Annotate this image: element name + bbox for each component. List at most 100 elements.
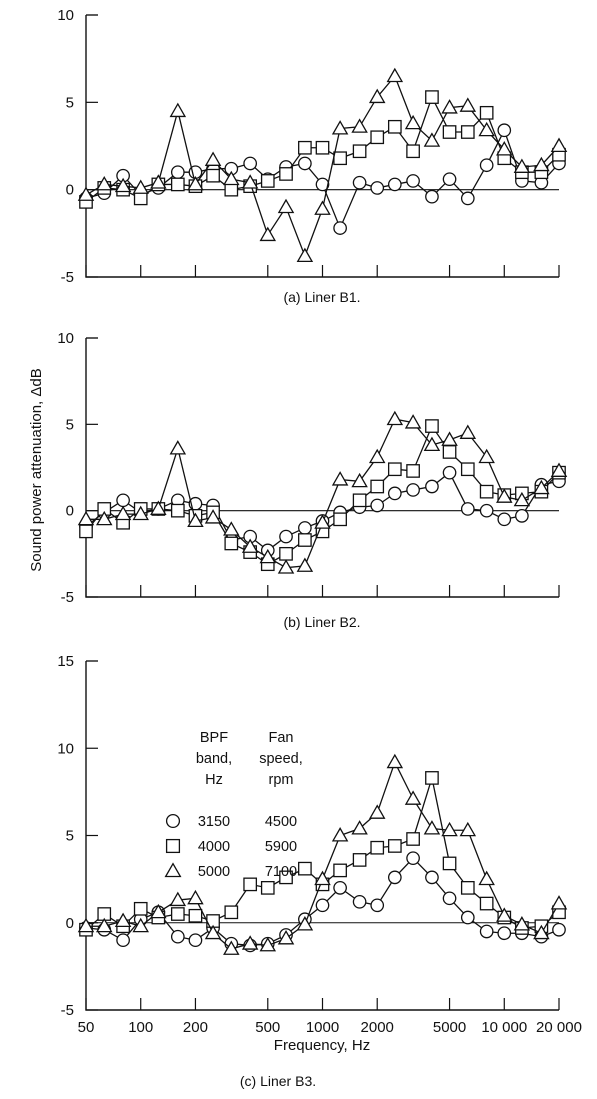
data-point-square — [279, 167, 293, 181]
data-point-square — [370, 840, 385, 855]
data-point-triangle — [441, 821, 458, 837]
data-point-triangle — [77, 510, 95, 526]
data-point-square — [479, 105, 494, 120]
legend-bpf-value: 5000 — [198, 864, 230, 880]
data-point-circle — [460, 910, 475, 925]
data-point-triangle — [386, 67, 404, 83]
data-point-circle — [333, 880, 347, 895]
data-point-triangle — [368, 448, 386, 464]
data-point-square — [298, 533, 312, 547]
data-point-square — [206, 168, 220, 183]
data-point-circle — [333, 221, 347, 235]
data-point-square — [406, 832, 420, 846]
legend-header-speed: rpm — [269, 772, 294, 788]
data-point-triangle — [114, 177, 132, 193]
data-point-triangle — [77, 186, 95, 201]
legend-header-speed: speed, — [259, 751, 303, 767]
data-point-square — [406, 144, 420, 159]
data-point-triangle — [259, 226, 277, 242]
data-point-triangle — [386, 753, 404, 769]
data-point-triangle — [351, 820, 368, 835]
data-point-square — [279, 546, 293, 561]
data-point-square — [224, 182, 239, 197]
data-point-triangle — [513, 491, 531, 507]
y-tick-label: 0 — [66, 503, 74, 520]
y-tick-label: 0 — [66, 182, 74, 199]
caption-a: (a) Liner B1. — [283, 289, 360, 305]
data-point-circle — [370, 898, 385, 913]
series-triangle — [77, 753, 568, 955]
data-point-square — [387, 119, 402, 134]
data-point-triangle — [296, 557, 314, 572]
legend-speed-value: 4500 — [265, 814, 297, 830]
data-point-circle — [497, 123, 512, 138]
data-point-triangle — [95, 917, 113, 933]
legend-header-bpf: band, — [196, 751, 232, 767]
x-tick-label: 500 — [255, 1019, 280, 1036]
data-point-square — [406, 464, 420, 478]
data-point-square — [479, 484, 494, 499]
data-point-triangle — [478, 870, 495, 886]
data-point-triangle — [550, 462, 568, 477]
data-point-circle — [425, 479, 439, 494]
data-point-circle — [425, 189, 439, 204]
data-point-triangle — [277, 198, 295, 214]
data-point-triangle — [277, 930, 295, 945]
y-tick-label: 5 — [66, 416, 74, 433]
data-point-square — [133, 901, 148, 916]
data-point-square — [370, 130, 385, 145]
data-point-square — [133, 191, 148, 206]
data-point-square — [442, 125, 457, 139]
data-point-circle — [406, 483, 420, 497]
y-tick-label: 5 — [66, 94, 74, 111]
data-point-triangle — [331, 120, 349, 135]
y-tick-label: 15 — [57, 653, 74, 670]
data-point-triangle — [223, 940, 240, 955]
data-point-circle — [116, 493, 130, 508]
data-point-triangle — [404, 790, 422, 805]
data-point-square — [460, 462, 475, 477]
data-point-square — [442, 445, 457, 459]
data-point-circle — [352, 894, 367, 909]
data-point-circle — [479, 158, 494, 173]
data-point-triangle — [331, 471, 349, 486]
y-tick-label: 5 — [66, 828, 74, 845]
data-point-triangle — [150, 903, 167, 919]
data-point-circle — [460, 502, 475, 516]
data-point-square — [298, 861, 312, 876]
x-tick-label: 50 — [78, 1019, 95, 1036]
data-point-triangle — [296, 916, 314, 931]
data-point-triangle — [478, 448, 495, 464]
data-point-square — [442, 856, 457, 871]
data-point-triangle — [204, 151, 222, 166]
data-point-triangle — [95, 510, 113, 526]
legend-bpf-value: 3150 — [198, 814, 230, 830]
data-point-square — [333, 863, 347, 878]
data-point-circle — [442, 465, 457, 480]
data-point-triangle — [114, 505, 132, 521]
data-point-circle — [279, 529, 293, 544]
legend: BPF band, Hz Fan speed, rpm 3150 4500 4000 5900 50… — [164, 730, 303, 880]
data-point-circle — [298, 521, 312, 535]
data-point-circle — [298, 156, 312, 171]
legend-speed-value: 5900 — [265, 839, 297, 855]
data-point-square — [425, 771, 439, 785]
data-point-circle — [497, 512, 512, 527]
data-point-triangle — [423, 820, 441, 835]
data-point-circle — [315, 177, 330, 192]
data-point-square — [460, 881, 475, 895]
data-point-circle — [406, 174, 420, 188]
panel-b: -5 0 5 10 — [57, 330, 568, 606]
data-point-circle — [442, 891, 457, 906]
data-point-triangle — [187, 175, 204, 191]
data-point-circle — [370, 498, 385, 513]
data-point-circle — [370, 181, 385, 195]
data-point-triangle — [513, 916, 531, 931]
x-tick-label: 2000 — [361, 1019, 394, 1036]
data-point-triangle — [204, 924, 222, 940]
data-point-square — [352, 144, 367, 159]
y-tick-label: 10 — [57, 740, 74, 757]
data-point-triangle — [533, 479, 550, 495]
data-point-square — [170, 177, 185, 192]
data-point-triangle — [368, 88, 386, 104]
